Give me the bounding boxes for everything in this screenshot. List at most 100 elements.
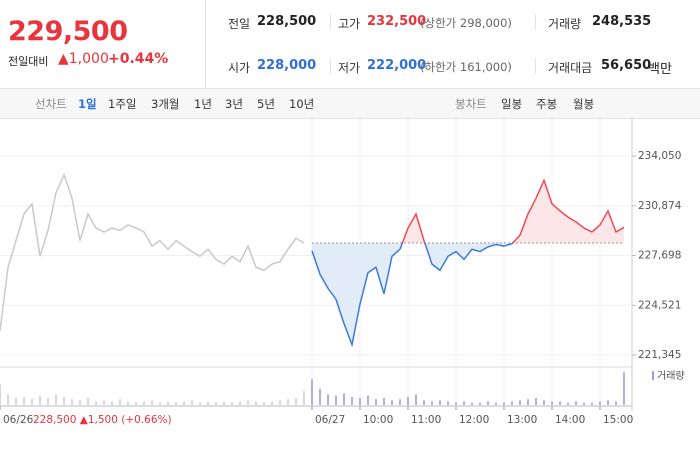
legend-swatch — [652, 371, 654, 380]
tab[interactable]: 주봉 — [536, 97, 558, 111]
volume-bar — [415, 394, 417, 405]
volume-bar — [175, 402, 177, 405]
volume-bar — [167, 401, 169, 405]
volume-bar — [119, 399, 121, 405]
volume-bar — [231, 402, 233, 405]
volume-bar — [511, 401, 513, 405]
change-pct: +0.44% — [108, 51, 169, 67]
prev-day-note: 228,500 ▲1,500 (+0.66%) — [33, 414, 172, 426]
volume-bar — [319, 388, 321, 405]
volume-bar — [623, 372, 625, 405]
stat-value: 248,535 — [592, 14, 652, 29]
tab[interactable]: 1주일 — [108, 97, 137, 111]
volume-bar — [247, 400, 249, 405]
x-tick-label: 11:00 — [411, 414, 441, 426]
volume-bar — [135, 402, 137, 405]
tab[interactable]: 월봉 — [573, 97, 595, 111]
tab-group-label: 선차트 — [35, 97, 67, 111]
volume-bar — [39, 395, 41, 405]
x-tick-label: 14:00 — [555, 414, 585, 426]
tab[interactable]: 1일 — [78, 97, 97, 111]
volume-bar — [375, 399, 377, 405]
volume-bar — [327, 394, 329, 405]
volume-bar — [519, 400, 521, 405]
stat-label: 거래대금 — [548, 61, 593, 75]
tab-bar: 선차트 1일 1주일 3개월 1년 3년 5년 10년 봉차트 일봉 주봉 월봉 — [0, 88, 700, 119]
volume-bar — [87, 398, 89, 405]
volume-bar — [55, 394, 57, 405]
stat-value: 222,000 — [367, 58, 427, 73]
divider — [535, 14, 536, 30]
tab[interactable]: 1년 — [194, 97, 212, 111]
stat-note: (상한가 298,000) — [420, 16, 512, 30]
volume-bar — [23, 396, 25, 405]
volume-bar — [567, 402, 569, 405]
volume-bar — [271, 401, 273, 405]
volume-bar — [183, 401, 185, 405]
change: ▲1,000 — [58, 51, 109, 67]
stat-label: 거래량 — [548, 17, 582, 31]
stat-value: 56,650 — [601, 58, 652, 73]
stat-value: 228,000 — [257, 58, 317, 73]
y-tick-label: 224,521 — [638, 299, 681, 311]
volume-bar — [431, 401, 433, 405]
y-tick-label: 221,345 — [638, 349, 681, 361]
x-tick-label: 12:00 — [459, 414, 489, 426]
volume-bar — [607, 400, 609, 405]
tab[interactable]: 10년 — [289, 97, 315, 111]
volume-bar — [543, 400, 545, 405]
volume-bar — [151, 400, 153, 405]
volume-bar — [335, 395, 337, 405]
divider — [330, 14, 331, 30]
legend-label: 거래량 — [657, 370, 685, 382]
volume-bar — [583, 402, 585, 405]
stat-value: 228,500 — [257, 14, 317, 29]
volume-bar — [527, 399, 529, 405]
volume-bar — [575, 401, 577, 405]
volume-bar — [199, 402, 201, 405]
area-up — [312, 180, 624, 243]
volume-bar — [0, 384, 1, 405]
volume-bar — [551, 401, 553, 405]
tab[interactable]: 일봉 — [501, 97, 523, 111]
volume-bar — [103, 400, 105, 405]
tab[interactable]: 3개월 — [151, 97, 180, 111]
volume-bar — [423, 400, 425, 405]
x-tick-label: 06/26 — [3, 414, 34, 426]
stat-note: (하한가 161,000) — [420, 60, 512, 74]
volume-bar — [143, 401, 145, 405]
volume-bar — [535, 398, 537, 405]
volume-bar — [15, 398, 17, 405]
y-tick-label: 227,698 — [638, 250, 681, 262]
volume-bar — [303, 391, 305, 405]
stat-label: 전일 — [228, 17, 251, 31]
volume-bar — [591, 402, 593, 405]
volume-bar — [239, 401, 241, 405]
volume-bar — [63, 396, 65, 405]
change-label: 전일대비 — [8, 55, 49, 68]
divider — [535, 58, 536, 74]
current-price: 229,500 — [8, 16, 128, 47]
volume-bar — [215, 402, 217, 405]
volume-bar — [279, 400, 281, 405]
stat-unit: 백만 — [648, 62, 672, 77]
volume-bar — [351, 396, 353, 405]
volume-bar — [487, 401, 489, 405]
price-line-down — [311, 242, 514, 348]
tab[interactable]: 3년 — [225, 97, 243, 111]
volume-bar — [311, 379, 313, 405]
volume-bar — [159, 402, 161, 405]
volume-bar — [439, 400, 441, 405]
volume-bar — [455, 402, 457, 405]
price-line — [0, 172, 305, 331]
tab[interactable]: 5년 — [257, 97, 275, 111]
area-down — [312, 242, 513, 345]
stat-label: 시가 — [228, 61, 251, 75]
volume-bar — [127, 401, 129, 405]
volume-bar — [407, 396, 409, 405]
volume-bar — [95, 401, 97, 405]
volume-bar — [463, 401, 465, 405]
price-line-up — [401, 178, 625, 243]
